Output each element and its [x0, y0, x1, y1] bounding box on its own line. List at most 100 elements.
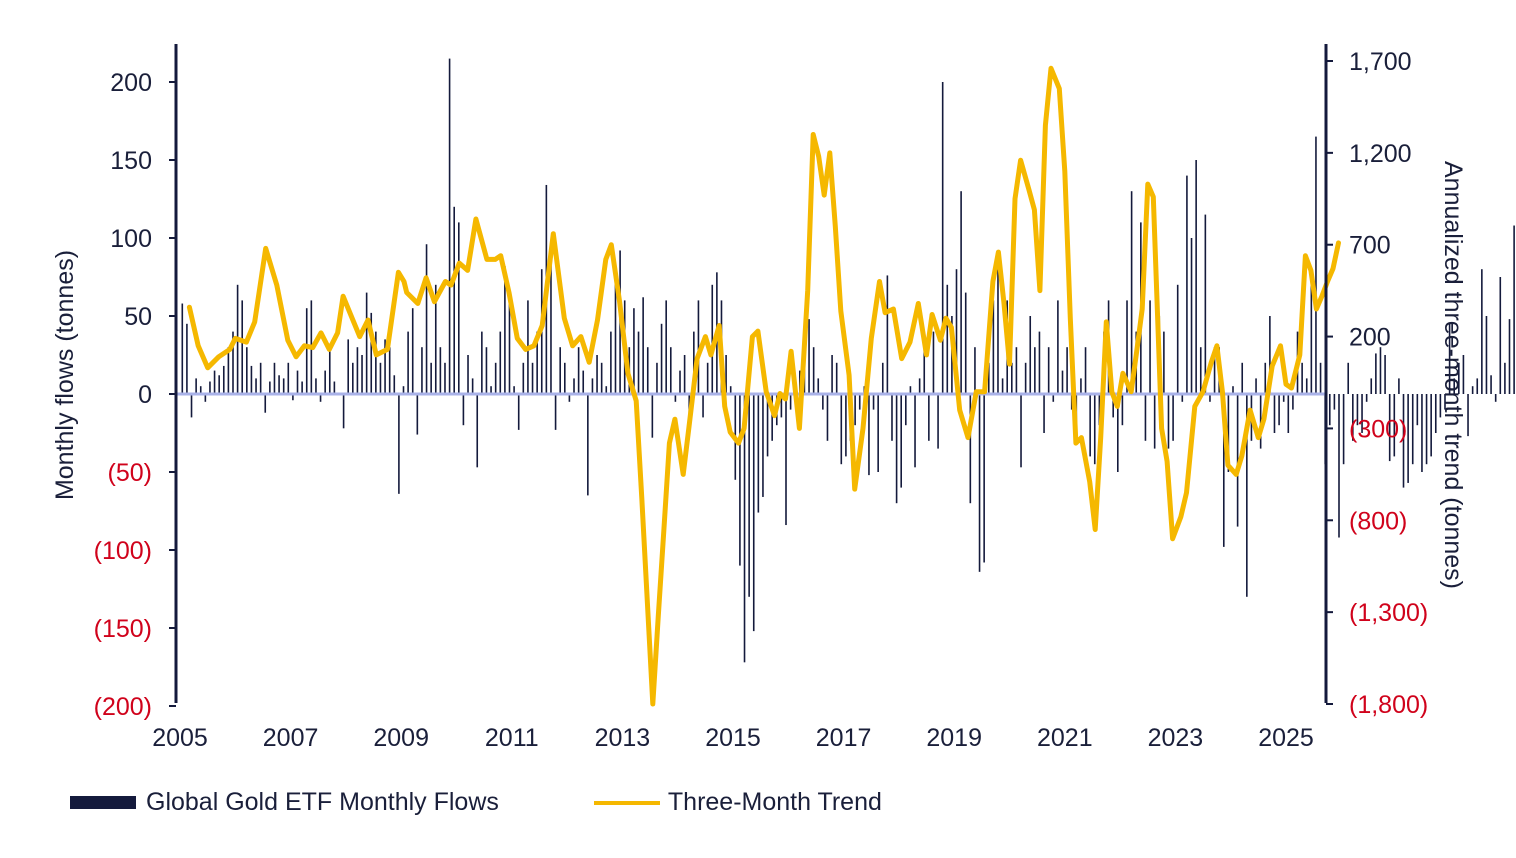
left-tick-label: (200)	[94, 693, 152, 721]
flow-bar	[448, 58, 451, 394]
legend-item-three-month-trend: Three-Month Trend	[593, 788, 882, 817]
flow-bar	[757, 394, 760, 513]
flow-bar	[969, 394, 972, 504]
x-tick-label: 2017	[816, 724, 872, 752]
flow-bar	[199, 386, 202, 394]
flow-bar	[881, 362, 884, 394]
flow-bar	[1043, 394, 1045, 433]
flow-bar	[762, 394, 764, 497]
flow-bar	[1130, 191, 1133, 394]
flow-bar	[960, 191, 962, 394]
flow-bar	[292, 394, 294, 401]
flow-bar	[1356, 394, 1359, 426]
right-axis-title: Annualized three-month trend (tonnes)	[1439, 161, 1467, 589]
flow-bar	[997, 253, 999, 394]
flow-bar	[467, 355, 469, 394]
flow-bar	[1241, 362, 1244, 394]
flow-bar	[872, 394, 875, 410]
flow-bar	[1066, 347, 1068, 394]
flow-bar	[669, 347, 672, 394]
flow-bar	[1153, 394, 1156, 449]
flow-bar	[513, 386, 515, 394]
flow-bar	[250, 365, 253, 394]
flow-bar	[1471, 386, 1474, 394]
flow-bar	[1338, 394, 1340, 538]
flow-bar	[522, 362, 525, 394]
flow-bar	[679, 370, 681, 394]
left-tick-label: 0	[138, 381, 152, 409]
flow-bar	[1015, 347, 1018, 394]
flow-bar	[1172, 394, 1174, 441]
x-tick-label: 2005	[152, 724, 208, 752]
flow-bar	[1093, 394, 1096, 465]
flow-bar	[752, 394, 755, 632]
flow-bar	[900, 394, 902, 488]
right-tick-label: (800)	[1349, 507, 1407, 535]
flow-bar	[301, 381, 303, 394]
flow-bar	[1278, 394, 1280, 426]
flow-bar	[660, 323, 663, 394]
flow-bar	[1467, 394, 1469, 437]
flow-bar	[1499, 277, 1502, 394]
flow-bar	[1384, 355, 1386, 394]
flow-bar	[347, 339, 349, 394]
flow-bar	[610, 331, 612, 394]
flow-bar	[1163, 331, 1165, 394]
flow-bar	[955, 269, 958, 394]
flow-bar	[1444, 394, 1446, 410]
flow-bar	[1315, 136, 1317, 394]
flow-bar	[582, 370, 585, 394]
x-tick-label: 2019	[926, 724, 982, 752]
legend-item-monthly-flows: Global Gold ETF Monthly Flows	[70, 788, 499, 817]
flow-bar	[1282, 394, 1285, 402]
flow-bar	[269, 381, 271, 394]
flow-bar	[517, 394, 520, 430]
flow-bar	[1222, 394, 1225, 547]
flow-bar	[195, 378, 197, 394]
flow-bar	[1430, 394, 1432, 457]
flow-bar	[439, 347, 442, 394]
flow-bar	[356, 347, 359, 394]
right-tick-label: 1,700	[1349, 48, 1412, 76]
flow-bar	[1117, 394, 1119, 472]
flow-bar	[209, 381, 211, 394]
left-y-ticks: 200 150 100 50 0 (50) (100) (150) (200)	[94, 69, 176, 721]
flow-bar	[868, 394, 870, 476]
flow-bar	[785, 394, 787, 526]
flow-bar	[946, 284, 949, 394]
x-ticks: 2005 2007 2009 2011 2013 2015 2017 2019 2021 2023…	[152, 724, 1314, 752]
flow-bar	[1513, 225, 1515, 394]
flow-bar	[633, 308, 635, 394]
right-tick-label: 1,200	[1349, 140, 1412, 168]
legend-label-three-month-trend: Three-Month Trend	[667, 788, 882, 816]
flow-bar	[425, 244, 428, 394]
flow-bar	[923, 347, 926, 394]
flow-bar	[577, 347, 580, 394]
flow-bar	[1195, 160, 1197, 394]
flow-bar	[1361, 394, 1363, 433]
flow-bar	[656, 362, 658, 394]
flow-bar	[693, 331, 695, 394]
flow-bar	[462, 394, 465, 426]
flow-bar	[1038, 331, 1041, 394]
flow-bar	[614, 269, 617, 394]
flow-bar	[246, 347, 248, 394]
flow-bar	[978, 394, 981, 572]
flow-bar	[1186, 175, 1188, 394]
flow-bar	[379, 362, 382, 394]
x-tick-label: 2011	[485, 724, 539, 752]
flow-bar	[333, 381, 336, 394]
flow-bar	[361, 355, 363, 394]
flow-bar	[407, 331, 409, 394]
flow-bar	[388, 347, 391, 394]
flow-bar	[1024, 362, 1027, 394]
flow-bar	[725, 355, 727, 394]
flow-bar	[1020, 394, 1022, 468]
flow-bar	[812, 347, 815, 394]
flow-bar	[1287, 394, 1290, 433]
legend-label-monthly-flows: Global Gold ETF Monthly Flows	[146, 788, 499, 816]
flow-bar	[646, 347, 649, 394]
flow-bar	[296, 370, 299, 394]
flow-bar	[1370, 378, 1373, 394]
flow-bar	[605, 386, 608, 394]
